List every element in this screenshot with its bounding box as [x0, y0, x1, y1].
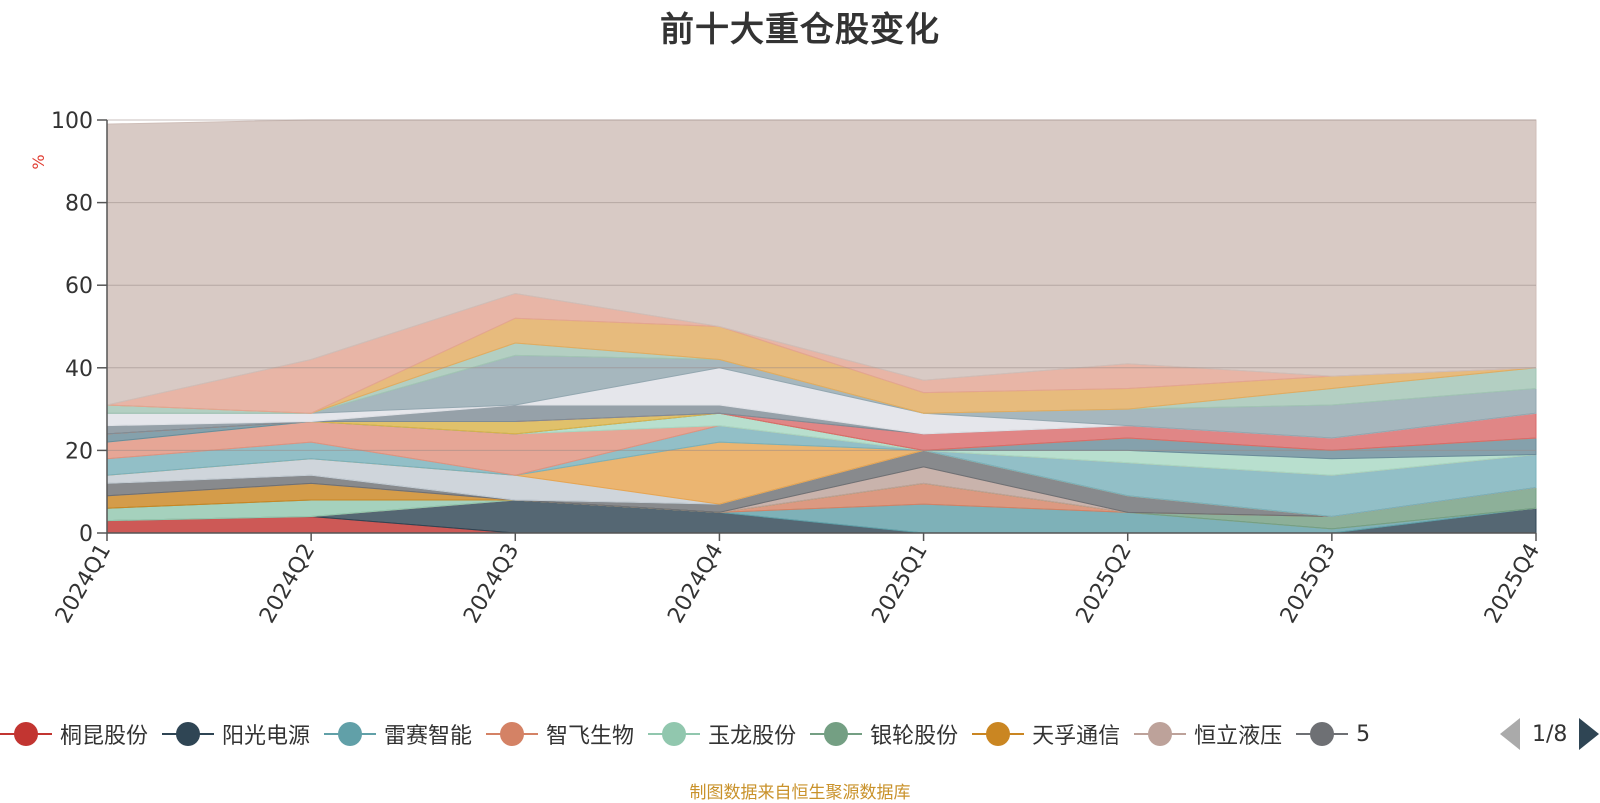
source-note: 制图数据来自恒生聚源数据库: [689, 783, 911, 803]
legend-item[interactable]: 雷赛智能: [324, 712, 472, 756]
x-tick-label: 2024Q2: [255, 540, 320, 628]
legend-next-page-icon[interactable]: [1579, 718, 1600, 750]
chart-title: 前十大重仓股变化: [660, 10, 940, 50]
x-tick-label: 2025Q4: [1480, 540, 1545, 628]
x-tick-label: 2025Q1: [867, 540, 932, 628]
legend-label: 阳光电源: [222, 724, 311, 749]
legend-marker-icon: [1296, 722, 1349, 746]
x-tick-label: 2025Q2: [1072, 540, 1137, 628]
y-tick-label: 0: [79, 522, 93, 547]
legend-marker-icon: [972, 722, 1025, 746]
y-axis-label: %: [29, 154, 48, 169]
legend-label: 雷赛智能: [384, 724, 473, 749]
y-tick-label: 40: [65, 357, 93, 382]
legend-marker-icon: [810, 722, 863, 746]
legend-item[interactable]: 桐昆股份: [0, 712, 148, 756]
area-series-layer: [106, 119, 1537, 534]
legend-label: 桐昆股份: [60, 724, 149, 749]
y-tick-label: 100: [51, 109, 93, 134]
x-tick-label: 2025Q3: [1276, 540, 1341, 628]
legend-item[interactable]: 天孚通信: [972, 712, 1120, 756]
legend-marker-icon: [648, 722, 701, 746]
legend-label: 玉龙股份: [708, 724, 797, 749]
legend-marker-icon: [486, 722, 539, 746]
legend-marker-icon: [0, 722, 52, 746]
legend-marker-icon: [1134, 722, 1187, 746]
x-tick-label: 2024Q4: [663, 540, 728, 628]
x-tick-label: 2024Q1: [51, 540, 116, 628]
x-tick-label: 2024Q3: [459, 540, 524, 628]
legend-item[interactable]: 5: [1296, 712, 1370, 756]
legend-marker-icon: [162, 722, 215, 746]
legend-label: 天孚通信: [1032, 724, 1121, 749]
legend-item[interactable]: 恒立液压: [1134, 712, 1282, 756]
legend-marker-icon: [324, 722, 377, 746]
y-tick-label: 20: [65, 439, 93, 464]
legend-label: 银轮股份: [870, 724, 959, 749]
legend: 桐昆股份 阳光电源 雷赛智能 智飞生物 玉龙股份 银轮股份 天孚通信 恒立液压 5: [0, 712, 1484, 756]
legend-item[interactable]: 玉龙股份: [648, 712, 796, 756]
legend-item[interactable]: 智飞生物: [486, 712, 634, 756]
legend-pager: 1/8: [1500, 716, 1600, 752]
legend-label: 5: [1356, 721, 1371, 747]
legend-label: 恒立液压: [1194, 724, 1283, 749]
legend-label: 智飞生物: [546, 724, 635, 749]
y-tick-label: 80: [65, 192, 93, 217]
grid-layer: [107, 119, 1536, 451]
y-tick-label: 60: [65, 274, 93, 299]
legend-prev-page-icon[interactable]: [1500, 718, 1520, 750]
legend-item[interactable]: 阳光电源: [162, 712, 310, 756]
legend-item[interactable]: 银轮股份: [810, 712, 958, 756]
legend-page-indicator: 1/8: [1532, 721, 1568, 747]
